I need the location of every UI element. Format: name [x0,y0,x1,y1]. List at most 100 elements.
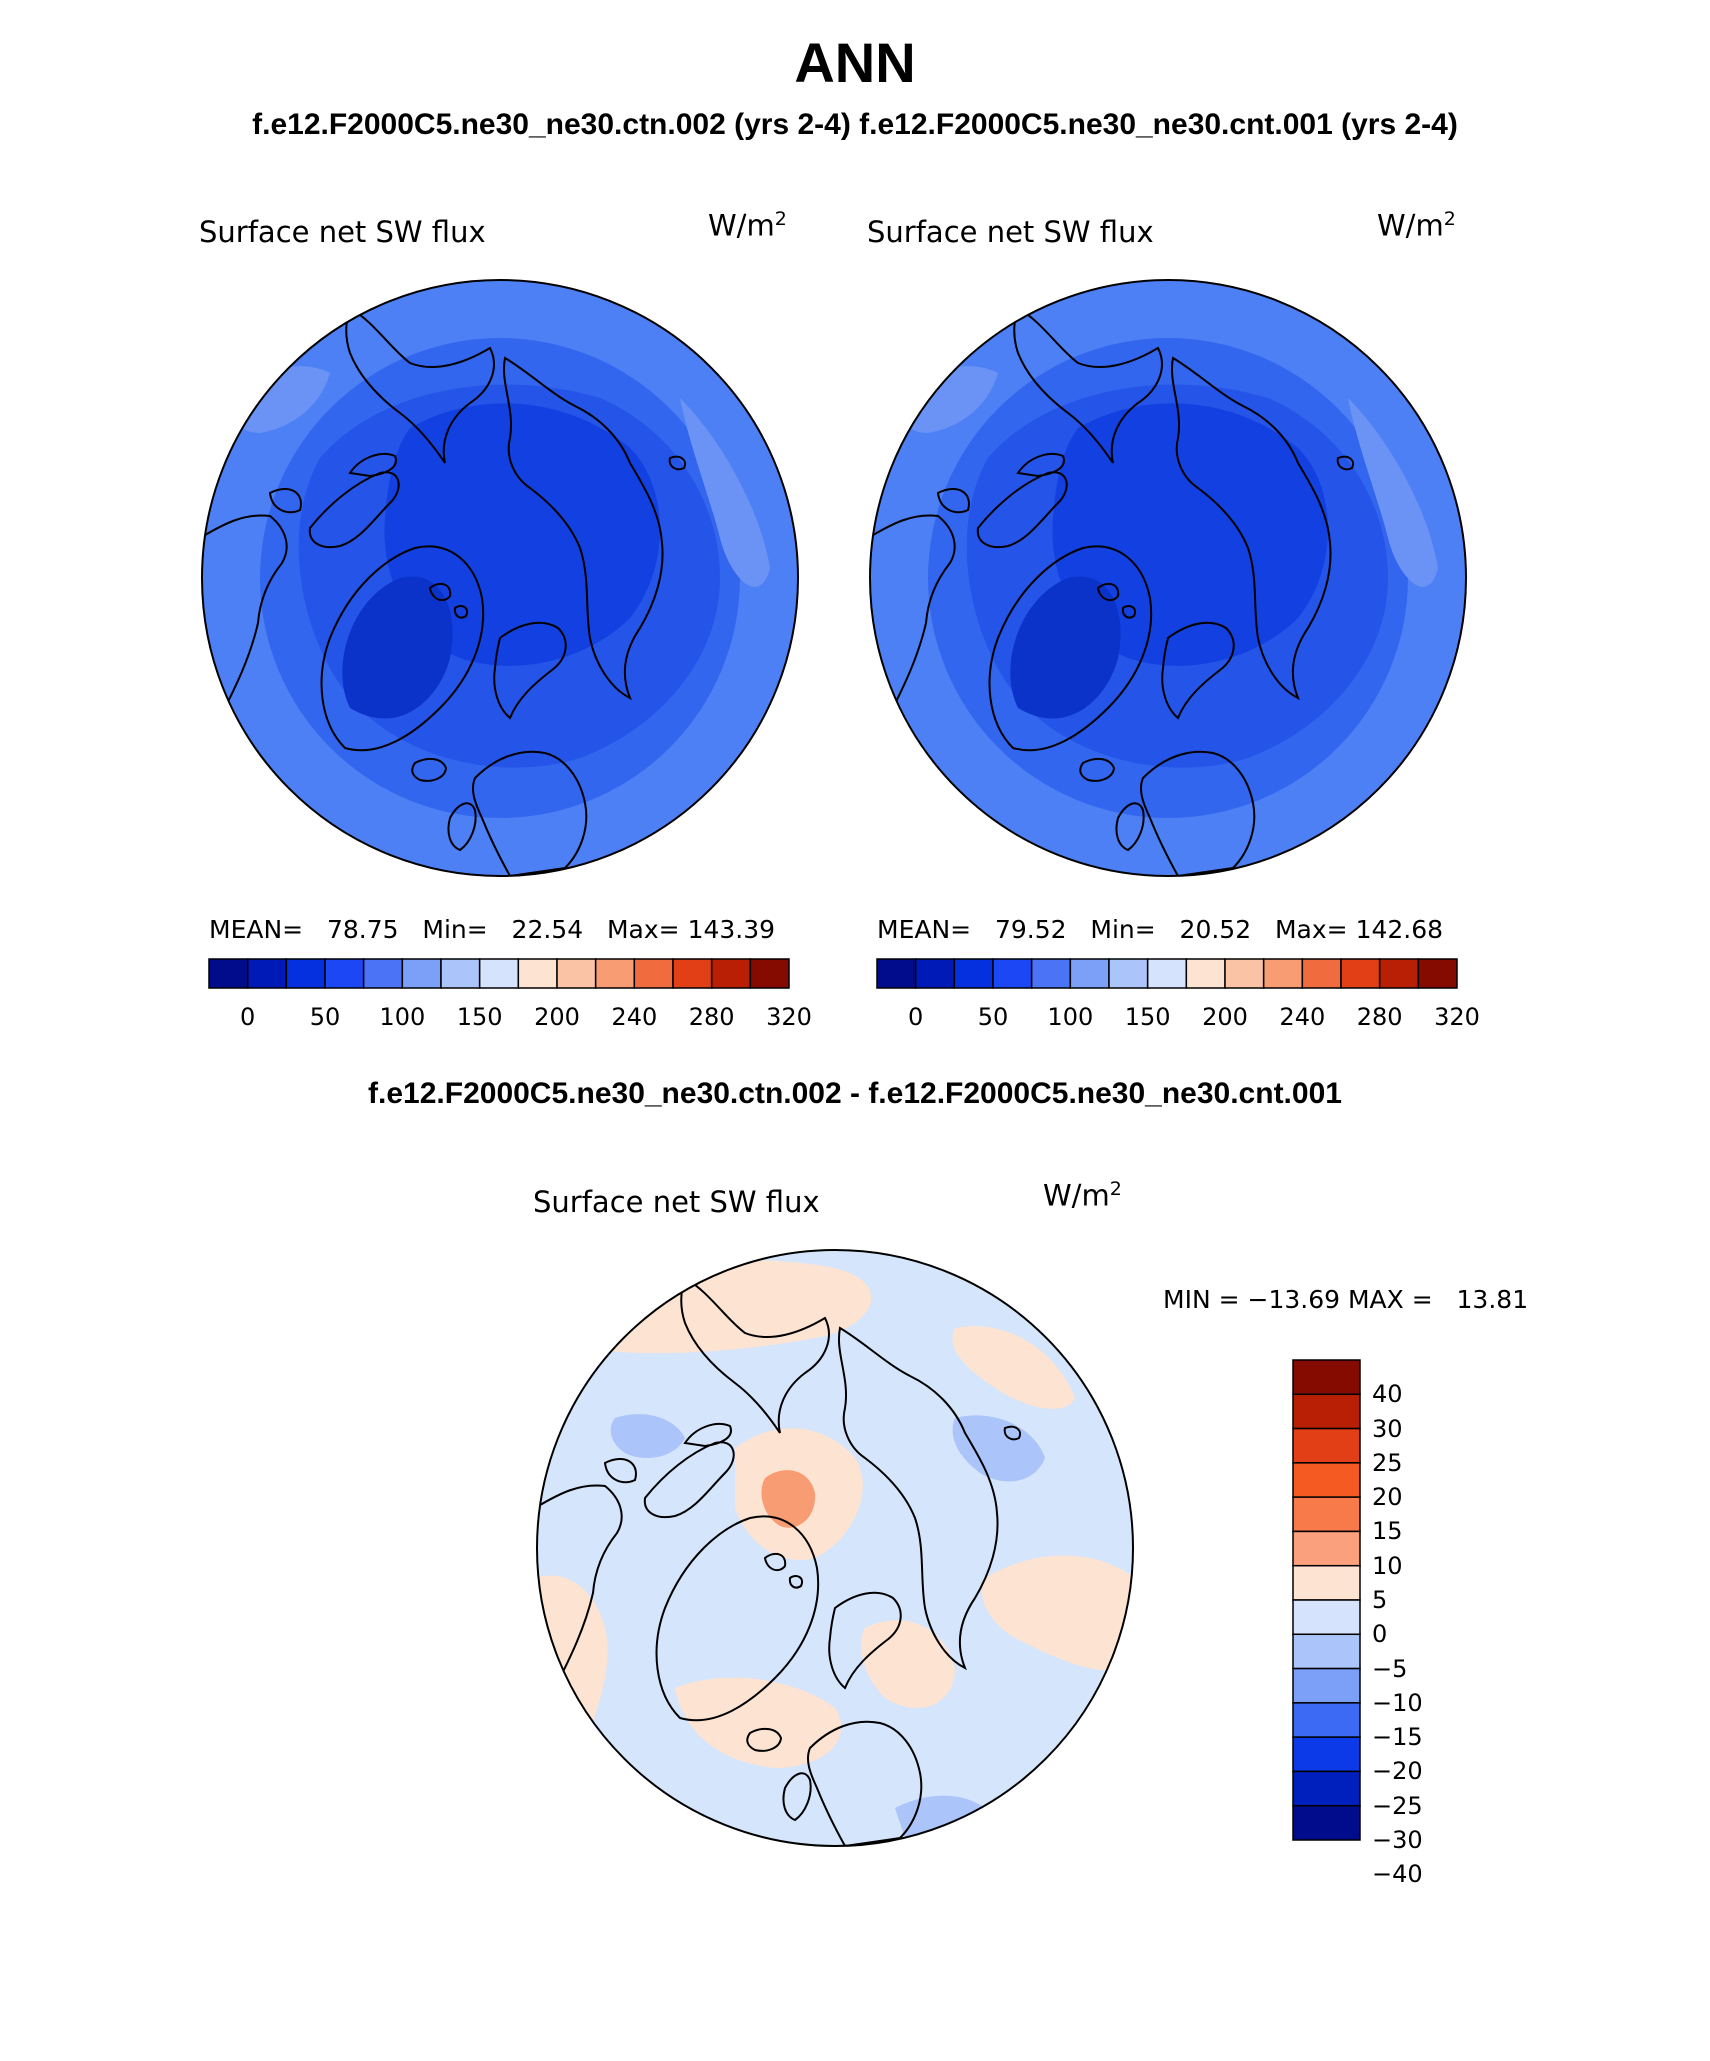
colorbar-box [1292,1393,1361,1430]
colorbar-tick-label: −5 [1372,1654,1408,1683]
colorbar-box [633,958,674,989]
greenland-field [342,576,453,719]
greenland-field [1010,576,1121,719]
colorbar-box [594,958,636,989]
colorbar-tick-label: −10 [1372,1688,1423,1717]
colorbar-box [556,958,597,989]
colorbar-box [749,958,790,989]
coastline [782,1772,812,1822]
colorbar-tick-label: 150 [456,1003,503,1031]
colorbar-box [1340,958,1381,989]
colorbar-box [672,958,713,989]
colorbar-box [1292,1804,1361,1841]
diff-unit-label: W/m2 [1043,1178,1122,1213]
colorbar-tick-label: −20 [1372,1757,1423,1786]
colorbar-box [440,958,481,989]
panel-2-unit-label: W/m2 [1377,208,1456,243]
panel-1-unit-label: W/m2 [708,208,787,243]
panel-2-colorbar [876,958,1458,989]
coastline [746,1727,783,1752]
coastline [503,356,664,701]
colorbar-tick-label: 0 [240,1003,256,1031]
colorbar-box [1292,1599,1361,1636]
map-border [201,279,799,877]
colorbar-tick-label: 15 [1372,1517,1403,1546]
colorbar-box [1292,1427,1361,1464]
colorbar-tick-label: 240 [1279,1003,1326,1031]
colorbar-tick-label: 50 [977,1003,1009,1031]
coastline [428,455,686,619]
coastline [976,453,1068,548]
panel-1-stats: MEAN= 78.75 Min= 22.54 Max= 143.39 [209,915,776,944]
coastline [680,1276,830,1434]
colorbar-box [1301,958,1342,989]
panel-2-polar-map [869,279,1467,877]
colorbar-tick-label: 100 [379,1003,426,1031]
coastline [1013,306,1163,464]
colorbar-tick-label: 320 [766,1003,812,1031]
coastline [828,1591,902,1690]
colorbar-tick-label: 200 [1202,1003,1248,1031]
colorbar-tick-label: −15 [1372,1723,1423,1752]
colorbar-box [1224,958,1265,989]
colorbar-box [1292,1736,1361,1773]
diff-polar-map [536,1249,1134,1847]
colorbar-tick-label: 150 [1124,1003,1171,1031]
coastline [1171,356,1332,701]
colorbar-tick-label: 320 [1434,1003,1480,1031]
colorbar-box [1030,958,1072,989]
colorbar-box [362,958,404,989]
colorbar-tick-label: 20 [1372,1483,1403,1512]
colorbar-tick-label: 50 [309,1003,341,1031]
coastline [411,757,448,782]
colorbar-box [1262,958,1304,989]
panel-1-colorbar [208,958,790,989]
colorbar-box [208,958,249,989]
light-patch [680,398,770,587]
coastline [472,750,588,876]
coastline [988,545,1153,752]
panel-2-stats: MEAN= 79.52 Min= 20.52 Max= 142.68 [877,915,1444,944]
warm-anomaly [675,1677,842,1768]
colorbar-box [914,958,956,989]
warm-anomaly [981,1555,1133,1671]
colorbar-tick-label: 40 [1372,1380,1403,1409]
panel-2-variable-label: Surface net SW flux [867,215,1154,249]
coastline [345,306,495,464]
colorbar-box [1292,1667,1361,1704]
coastline [447,802,477,852]
coastline [1096,455,1354,619]
colorbar-box [1292,1633,1361,1670]
colorbar-box [1292,1770,1361,1807]
map-border [536,1249,1134,1847]
colorbar-box [710,958,752,989]
colorbar-box [876,958,917,989]
cases-title: f.e12.F2000C5.ne30_ne30.ctn.002 (yrs 2-4… [252,108,1458,141]
map-border [869,279,1467,877]
colorbar-box [953,958,994,989]
polar-field [1052,403,1328,666]
coastline [1115,802,1145,852]
colorbar-box [285,958,326,989]
colorbar-box [1292,1496,1361,1533]
light-patch [1348,398,1438,587]
diff-variable-label: Surface net SW flux [533,1185,820,1219]
coastline [308,453,400,548]
colorbar-box [992,958,1033,989]
colorbar-tick-label: −30 [1372,1826,1423,1854]
coastline [320,545,485,752]
difference-title: f.e12.F2000C5.ne30_ne30.ctn.002 - f.e12.… [368,1077,1342,1110]
coastline [493,621,567,720]
page-title: ANN [794,31,916,94]
coastline [643,1423,735,1518]
warm-anomaly [952,1326,1075,1409]
colorbar-tick-label: 0 [1372,1620,1388,1649]
colorbar-tick-label: 280 [688,1003,735,1031]
colorbar-box [1417,958,1458,989]
colorbar-tick-label: 25 [1372,1448,1403,1477]
panel-1-polar-map [201,279,799,877]
coastline [1140,750,1256,876]
colorbar-box [1292,1702,1361,1738]
colorbar-box [401,958,442,989]
diff-colorbar [1292,1359,1361,1841]
